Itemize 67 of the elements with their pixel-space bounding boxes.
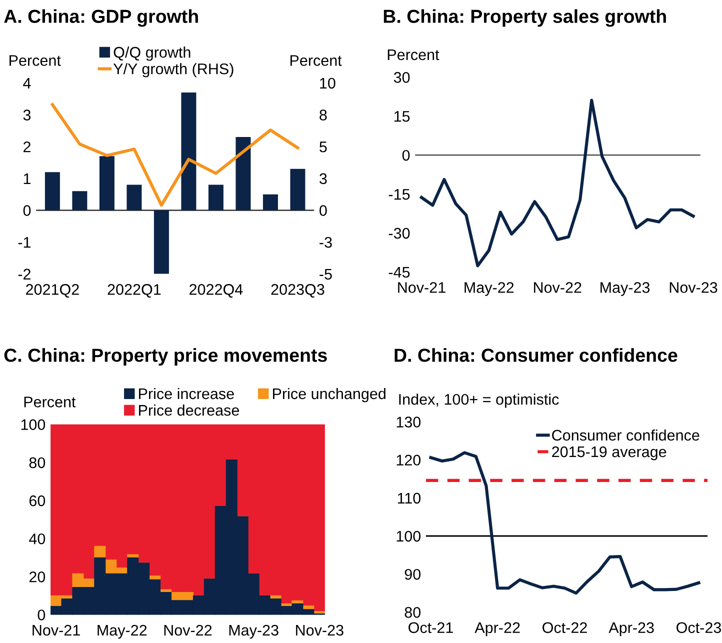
y-axis-title: Percent — [24, 396, 76, 408]
legend-label: Price increase — [139, 388, 234, 400]
x-tick-label: May-23 — [229, 624, 278, 639]
y-tick-label: 1 — [24, 173, 30, 184]
x-tick-label: 2023Q3 — [271, 284, 324, 298]
x-tick-label: 2022Q1 — [108, 284, 161, 298]
x-tick-label: 2021Q2 — [26, 284, 79, 298]
legend-label: 2015-19 average — [552, 446, 666, 460]
y-tick-label: 4 — [23, 78, 31, 88]
y2-tick-label: -5 — [320, 268, 332, 280]
chart-title: A. China: GDP growth — [4, 9, 198, 27]
y-tick-label: 0 — [402, 150, 410, 161]
y-tick-label: 0 — [23, 205, 31, 216]
legend-label: Consumer confidence — [552, 429, 700, 441]
y-tick-label: 40 — [29, 533, 46, 544]
y-tick-label: 90 — [404, 568, 421, 580]
y2-tick-label: 0 — [320, 205, 327, 216]
y-tick-label: 110 — [398, 492, 421, 504]
x-tick-label: Oct-22 — [542, 622, 587, 634]
y-tick-label: 30 — [394, 72, 410, 83]
y-tick-label: 0 — [38, 610, 46, 620]
y-tick-label: 20 — [29, 572, 46, 582]
y-axis-title: Percent — [10, 55, 61, 66]
x-tick-label: Apr-23 — [608, 622, 654, 636]
y-tick-label: -30 — [388, 228, 410, 239]
y2-tick-label: -3 — [320, 236, 332, 248]
legend-label: Q/Q growth — [114, 46, 190, 61]
chart-title: C. China: Property price movements — [4, 348, 327, 366]
x-tick-label: Nov-21 — [398, 282, 446, 293]
x-tick-label: 2022Q4 — [190, 284, 243, 298]
y2-axis-title: Percent — [290, 55, 342, 66]
y-tick-label: 80 — [404, 607, 421, 618]
y-tick-label: -1 — [18, 237, 30, 248]
y-tick-label: 120 — [396, 454, 421, 466]
legend-label: Price unchanged — [273, 388, 386, 402]
x-tick-label: Nov-23 — [670, 282, 718, 293]
y-tick-label: -2 — [18, 268, 30, 280]
x-tick-label: Nov-21 — [32, 624, 80, 636]
chart-title: D. China: Consumer confidence — [394, 348, 678, 362]
x-tick-label: Oct-23 — [676, 622, 722, 634]
y-tick-label: 3 — [23, 110, 31, 120]
y-axis-title: Index, 100+ = optimistic — [399, 394, 559, 408]
y-tick-label: 80 — [29, 457, 46, 468]
y2-tick-label: 10 — [320, 78, 336, 89]
y-axis-title: Percent — [388, 49, 440, 60]
y2-tick-label: 3 — [320, 173, 327, 184]
x-tick-label: May-22 — [98, 624, 147, 639]
y-tick-label: -45 — [388, 267, 410, 278]
x-tick-label: Nov-22 — [534, 282, 582, 293]
x-tick-label: May-23 — [600, 282, 650, 296]
y-tick-label: 100 — [21, 419, 46, 430]
x-tick-label: Apr-22 — [474, 622, 520, 636]
legend-label: Price decrease — [139, 404, 239, 416]
legend-label: Y/Y growth (RHS) — [113, 63, 234, 78]
y2-tick-label: 8 — [320, 110, 327, 120]
x-tick-label: Nov-22 — [164, 624, 212, 636]
y2-tick-label: 5 — [320, 142, 327, 152]
y-tick-label: 60 — [29, 495, 46, 506]
x-tick-label: May-22 — [464, 282, 514, 296]
x-tick-label: Nov-23 — [296, 624, 344, 636]
chart-title: B. China: Property sales growth — [384, 9, 666, 27]
x-tick-label: Oct-21 — [408, 622, 453, 634]
y-tick-label: -15 — [388, 189, 410, 200]
y-tick-label: 100 — [396, 530, 421, 542]
y-tick-label: 15 — [394, 111, 410, 122]
y-tick-label: 130 — [396, 416, 421, 428]
y-tick-label: 2 — [24, 141, 30, 152]
